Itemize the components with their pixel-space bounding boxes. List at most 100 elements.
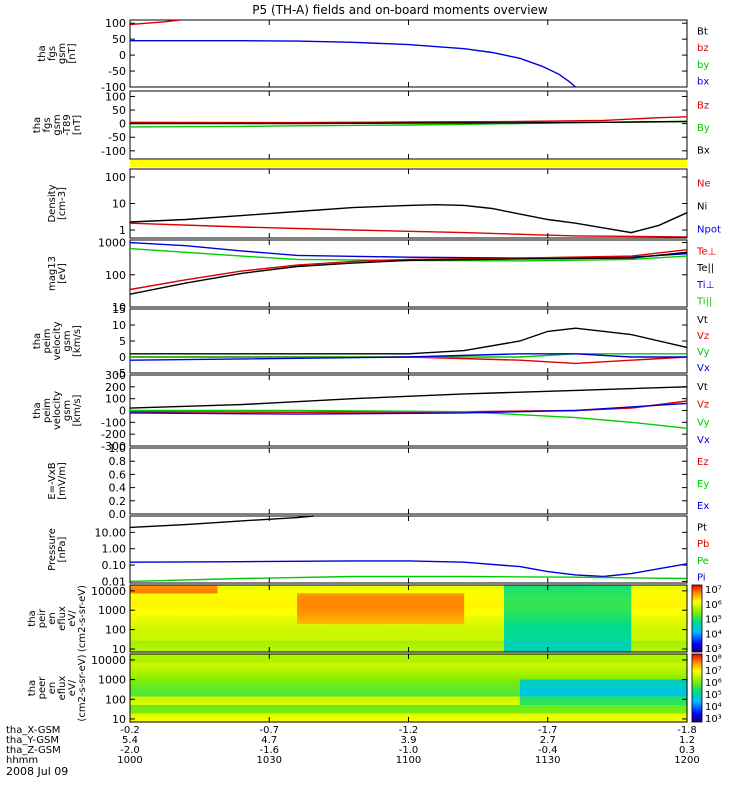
heatmap-cell xyxy=(519,690,529,695)
heatmap-cell xyxy=(527,688,537,692)
heatmap-cell xyxy=(583,593,593,597)
heatmap-cell xyxy=(679,679,688,683)
heatmap-cell xyxy=(265,621,274,625)
heatmap-cell xyxy=(496,626,505,631)
y-axis-label: fgs xyxy=(47,46,58,61)
heatmap-cell xyxy=(201,702,211,706)
heatmap-cell xyxy=(599,676,609,681)
heatmap-cell xyxy=(193,615,203,620)
heatmap-cell xyxy=(161,688,171,692)
heatmap-cell xyxy=(519,610,529,614)
heatmap-cell xyxy=(193,716,203,720)
heatmap-cell xyxy=(448,640,457,645)
heatmap-cell xyxy=(344,702,354,706)
heatmap-cell xyxy=(138,599,147,603)
heatmap-cell xyxy=(392,632,402,636)
heatmap-cell xyxy=(575,629,585,634)
x-axis-row-label: tha_Z-GSM xyxy=(6,745,61,756)
heatmap-cell xyxy=(185,593,195,597)
heatmap-cell xyxy=(647,707,656,712)
heatmap-cell xyxy=(639,659,648,664)
legend-entry: Vy xyxy=(697,417,710,428)
heatmap-cell xyxy=(249,604,258,608)
heatmap-cell xyxy=(321,612,330,617)
heatmap-cell xyxy=(153,607,163,611)
heatmap-cell xyxy=(623,662,632,666)
heatmap-cell xyxy=(305,640,314,645)
heatmap-cell xyxy=(448,716,457,720)
heatmap-cell xyxy=(368,654,378,658)
heatmap-cell xyxy=(384,682,394,686)
heatmap-cell xyxy=(257,702,266,706)
heatmap-cell xyxy=(193,719,203,723)
heatmap-cell xyxy=(225,624,235,628)
heatmap-cell xyxy=(519,618,529,622)
heatmap-cell xyxy=(496,659,505,664)
heatmap-cell xyxy=(241,621,250,625)
heatmap-cell xyxy=(352,610,362,614)
heatmap-cell xyxy=(464,640,473,645)
heatmap-cell xyxy=(169,610,179,614)
y-tick-label: 1000 xyxy=(98,674,126,687)
heatmap-cell xyxy=(511,707,521,712)
heatmap-cell xyxy=(424,662,433,666)
heatmap-cell xyxy=(336,596,346,600)
heatmap-cell xyxy=(177,590,187,594)
heatmap-cell xyxy=(297,713,306,717)
heatmap-cell xyxy=(583,610,593,614)
heatmap-cell xyxy=(504,696,513,700)
heatmap-cell xyxy=(328,682,338,686)
heatmap-cell xyxy=(408,699,418,703)
heatmap-cell xyxy=(551,607,561,611)
legend-entry: Bt xyxy=(697,26,708,37)
heatmap-cell xyxy=(488,610,497,614)
heatmap-cell xyxy=(138,679,147,683)
heatmap-cell xyxy=(400,679,410,683)
heatmap-cell xyxy=(209,713,219,717)
heatmap-cell xyxy=(384,599,394,603)
y-tick-label: 15 xyxy=(112,303,126,316)
heatmap-cell xyxy=(138,601,147,606)
y-axis-label: eflux xyxy=(57,676,68,701)
heatmap-cell xyxy=(456,719,465,723)
heatmap-cell xyxy=(145,713,155,717)
heatmap-cell xyxy=(559,668,569,672)
heatmap-cell xyxy=(408,612,418,617)
heatmap-cell xyxy=(209,719,219,723)
heatmap-cell xyxy=(169,615,179,620)
heatmap-cell xyxy=(615,599,624,603)
heatmap-cell xyxy=(185,719,195,723)
heatmap-cell xyxy=(631,649,640,653)
heatmap-cell xyxy=(504,599,513,603)
legend-entry: Ex xyxy=(697,501,709,512)
heatmap-cell xyxy=(511,702,521,706)
heatmap-cell xyxy=(639,668,648,672)
heatmap-cell xyxy=(496,640,505,645)
heatmap-cell xyxy=(599,710,609,715)
heatmap-cell xyxy=(305,654,314,658)
heatmap-cell xyxy=(671,676,680,681)
heatmap-cell xyxy=(352,615,362,620)
heatmap-cell xyxy=(488,719,497,723)
heatmap-cell xyxy=(161,626,171,631)
heatmap-cell xyxy=(321,676,330,681)
heatmap-cell xyxy=(527,607,537,611)
heatmap-cell xyxy=(153,635,163,639)
heatmap-cell xyxy=(392,707,402,712)
heatmap-cell xyxy=(551,635,561,639)
heatmap-cell xyxy=(368,671,378,675)
legend-entry: Ti|| xyxy=(696,297,712,308)
heatmap-cell xyxy=(655,624,664,628)
heatmap-cell xyxy=(408,596,418,600)
heatmap-cell xyxy=(440,618,449,622)
heatmap-cell xyxy=(305,676,314,681)
heatmap-cell xyxy=(344,635,354,639)
heatmap-cell xyxy=(193,624,203,628)
y-axis-label: E=-VxB xyxy=(47,462,58,499)
heatmap-cell xyxy=(289,649,298,653)
heatmap-cell xyxy=(615,610,624,614)
heatmap-cell xyxy=(138,693,147,698)
heatmap-cell xyxy=(464,610,473,614)
heatmap-cell xyxy=(448,626,457,631)
heatmap-cell xyxy=(535,702,545,706)
